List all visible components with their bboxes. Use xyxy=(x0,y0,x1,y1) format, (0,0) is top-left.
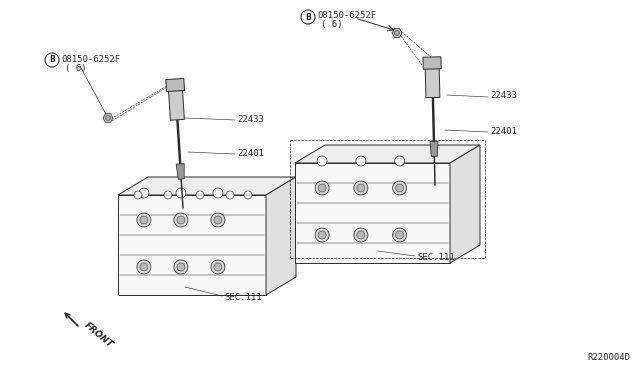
Text: R220004D: R220004D xyxy=(587,353,630,362)
Circle shape xyxy=(315,228,329,242)
Circle shape xyxy=(137,260,151,274)
Polygon shape xyxy=(166,78,184,92)
Polygon shape xyxy=(450,145,480,263)
Circle shape xyxy=(315,181,329,195)
Circle shape xyxy=(137,213,151,227)
Polygon shape xyxy=(118,195,266,295)
Circle shape xyxy=(354,181,368,195)
Polygon shape xyxy=(295,163,450,263)
Text: 22401: 22401 xyxy=(237,148,264,157)
Polygon shape xyxy=(392,29,402,37)
Circle shape xyxy=(211,213,225,227)
Polygon shape xyxy=(423,57,441,69)
Circle shape xyxy=(174,213,188,227)
Text: ( 6): ( 6) xyxy=(321,20,342,29)
Text: ( 6): ( 6) xyxy=(65,64,86,73)
Circle shape xyxy=(394,31,399,35)
Circle shape xyxy=(392,181,406,195)
Circle shape xyxy=(176,188,186,198)
Circle shape xyxy=(140,216,148,224)
Text: 22401: 22401 xyxy=(490,126,517,135)
Circle shape xyxy=(140,263,148,271)
Text: B: B xyxy=(305,13,311,22)
Circle shape xyxy=(357,184,365,192)
Text: 22433: 22433 xyxy=(490,92,517,100)
Polygon shape xyxy=(266,177,296,295)
Text: 08150-6252F: 08150-6252F xyxy=(61,55,120,64)
Circle shape xyxy=(213,188,223,198)
Circle shape xyxy=(174,260,188,274)
Polygon shape xyxy=(430,141,438,156)
Circle shape xyxy=(396,184,404,192)
Text: FRONT: FRONT xyxy=(83,321,115,349)
Polygon shape xyxy=(168,81,184,120)
Circle shape xyxy=(177,263,185,271)
Polygon shape xyxy=(295,145,480,163)
Circle shape xyxy=(357,231,365,239)
Circle shape xyxy=(226,191,234,199)
Circle shape xyxy=(214,263,222,271)
Circle shape xyxy=(356,156,366,166)
Circle shape xyxy=(392,228,406,242)
Polygon shape xyxy=(425,60,440,98)
Circle shape xyxy=(106,115,111,121)
Circle shape xyxy=(196,191,204,199)
Text: SEC.111: SEC.111 xyxy=(224,292,262,301)
Circle shape xyxy=(211,260,225,274)
Text: B: B xyxy=(49,55,55,64)
Circle shape xyxy=(318,184,326,192)
Circle shape xyxy=(244,191,252,199)
Text: 22433: 22433 xyxy=(237,115,264,124)
Polygon shape xyxy=(103,114,113,122)
Text: 08150-6252F: 08150-6252F xyxy=(317,12,376,20)
Circle shape xyxy=(396,231,404,239)
Circle shape xyxy=(395,156,404,166)
Circle shape xyxy=(164,191,172,199)
Polygon shape xyxy=(176,164,184,179)
Circle shape xyxy=(214,216,222,224)
Circle shape xyxy=(318,231,326,239)
Circle shape xyxy=(354,228,368,242)
Circle shape xyxy=(134,191,142,199)
Polygon shape xyxy=(118,177,296,195)
Circle shape xyxy=(139,188,149,198)
Text: SEC.111: SEC.111 xyxy=(417,253,454,262)
Circle shape xyxy=(317,156,327,166)
Circle shape xyxy=(177,216,185,224)
